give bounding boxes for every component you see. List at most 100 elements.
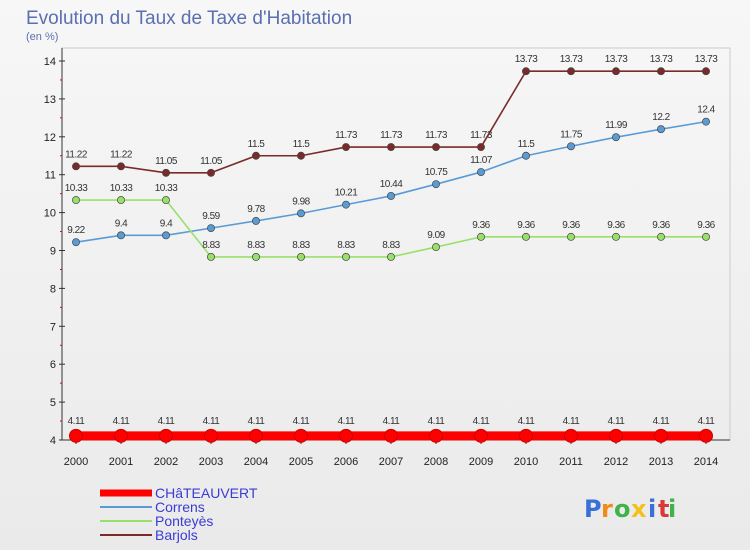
data-point [432,143,440,151]
data-label: 9.4 [115,218,128,229]
data-label: 9.36 [472,220,490,231]
data-point [567,67,575,76]
data-label: 13.73 [515,54,538,65]
data-label: 12.4 [697,105,715,116]
data-point [477,232,485,241]
x-tick-label: 2011 [559,456,583,468]
data-label: 4.11 [293,416,311,427]
y-tick-label: 5 [50,397,56,409]
data-point [159,428,173,443]
data-label: 4.11 [653,416,671,427]
data-label: 8.83 [292,240,310,251]
data-point [477,143,485,151]
data-point [477,168,485,176]
brand-letter: r [601,495,613,523]
x-tick-label: 2004 [244,456,268,468]
data-label: 4.11 [248,416,266,427]
data-label: 4.11 [158,416,176,427]
data-label: 8.83 [202,240,220,251]
data-point [114,428,128,443]
data-point [162,231,170,240]
data-point [657,232,665,241]
data-label: 4.11 [428,416,446,427]
data-point [69,428,83,443]
data-label: 12.2 [652,112,670,123]
brand-letter: o [614,495,631,523]
data-label: 8.83 [382,240,400,251]
data-point [297,209,305,218]
data-point [474,428,488,443]
data-label: 9.36 [517,220,535,231]
data-label: 13.73 [605,54,628,65]
data-labels: 11.22 11.22 11.05 11.05 11.5 11.5 11.73 11.73 11… [65,54,719,427]
data-label: 4.11 [473,416,491,427]
data-label: 11.73 [425,130,448,141]
data-point [117,162,125,171]
data-point [702,67,710,76]
data-point [207,168,215,177]
series-ponteyès [72,196,710,261]
y-tick-label: 10 [44,208,56,220]
data-label: 11.22 [65,149,88,160]
data-label: 11.5 [248,139,266,150]
x-tick-label: 2000 [64,456,88,468]
brand-letter: i [668,495,676,523]
y-tick-label: 13 [44,94,56,106]
data-point [564,428,578,443]
data-label: 4.11 [383,416,401,427]
series-correns [72,117,710,247]
y-tick-label: 9 [50,246,56,258]
data-label: 4.11 [563,416,581,427]
data-label: 9.22 [67,225,85,236]
brand-letter: i [648,495,656,523]
data-label: 4.11 [518,416,536,427]
data-label: 4.11 [608,416,626,427]
data-label: 11.73 [380,130,403,141]
legend-label: CHâTEAUVERT [155,485,258,501]
data-point [294,428,308,443]
data-point [249,428,263,443]
data-label: 10.33 [65,183,88,194]
data-label: 11.05 [155,156,178,167]
data-point [609,428,623,443]
data-label: 9.98 [292,196,310,207]
data-label: 13.73 [560,54,583,65]
data-point [432,243,440,252]
data-point [612,133,620,142]
data-label: 9.36 [562,220,580,231]
x-tick-label: 2003 [199,456,223,468]
data-label: 9.59 [202,211,220,222]
data-label: 8.83 [337,240,355,251]
data-point [72,162,80,171]
data-label: 8.83 [247,240,265,251]
data-label: 9.4 [160,218,173,229]
data-point [702,117,710,126]
data-label: 10.21 [335,188,358,199]
y-tick-label: 11 [45,170,56,182]
data-label: 11.22 [110,149,133,160]
data-label: 4.11 [338,416,356,427]
data-label: 9.09 [427,230,445,241]
y-tick-label: 8 [50,283,56,295]
data-point [387,191,395,200]
x-tick-label: 2008 [424,456,448,468]
data-point [654,428,668,443]
y-tick-label: 7 [50,321,56,333]
data-point [567,232,575,241]
x-tick-label: 2005 [289,456,313,468]
data-label: 4.11 [698,416,716,427]
data-point [72,196,80,205]
data-label: 9.36 [607,220,625,231]
data-point [252,151,260,160]
brand-letter: x [631,495,647,523]
data-point [387,252,395,261]
data-point [297,151,305,160]
x-tick-label: 2009 [469,456,493,468]
data-point [699,428,713,443]
data-point [72,238,80,247]
data-point [522,151,530,160]
data-point [384,428,398,443]
